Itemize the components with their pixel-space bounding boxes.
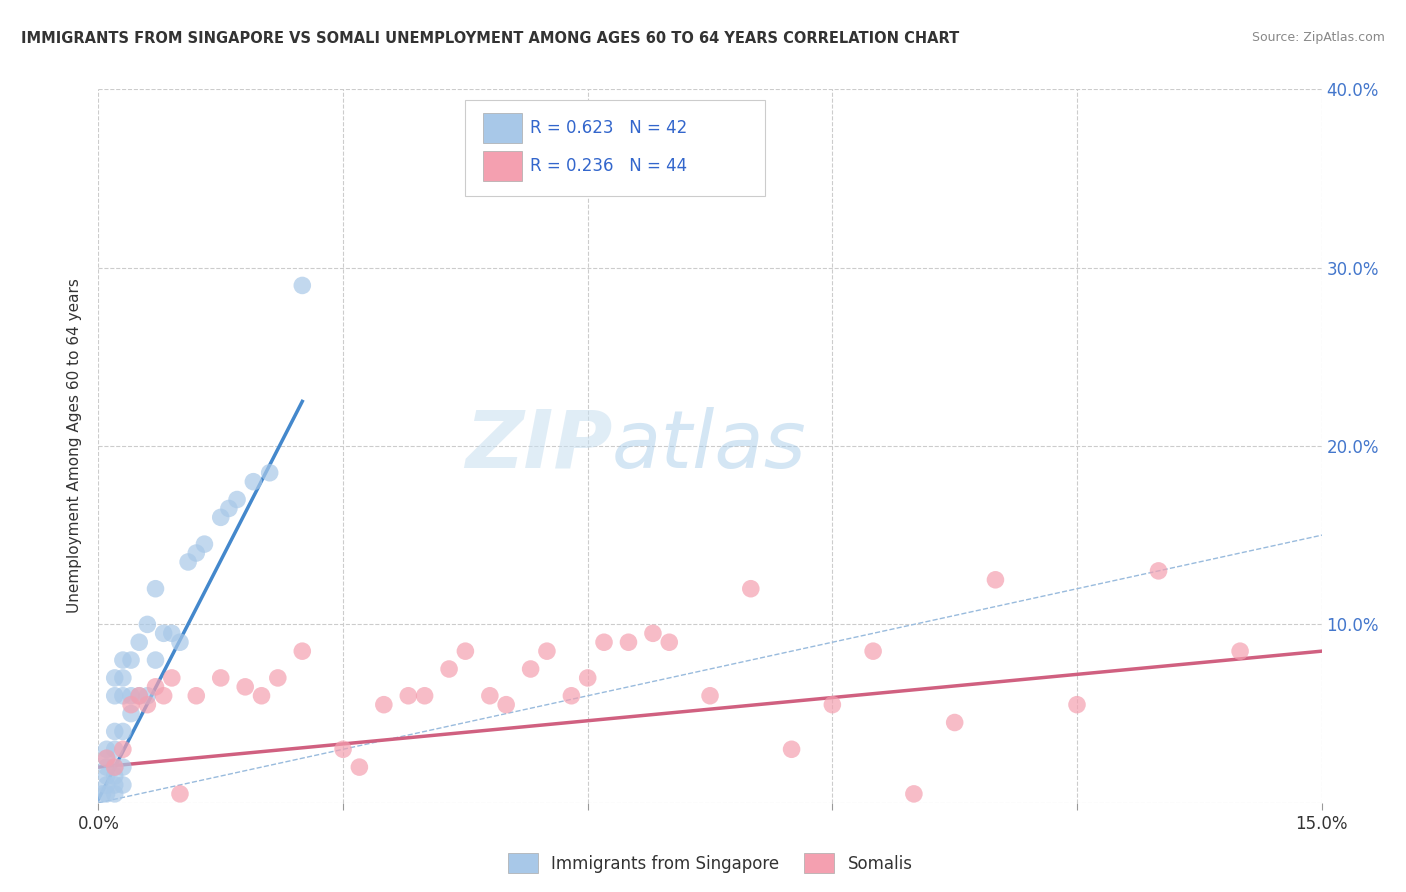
Point [186, 689, 208, 703]
Point [903, 787, 925, 801]
Point [120, 689, 142, 703]
Point [226, 492, 249, 507]
Point [104, 724, 127, 739]
Point [560, 689, 582, 703]
Point [478, 689, 501, 703]
Point [160, 626, 183, 640]
Text: Source: ZipAtlas.com: Source: ZipAtlas.com [1251, 31, 1385, 45]
Text: R = 0.236   N = 44: R = 0.236 N = 44 [530, 157, 688, 175]
Point [186, 546, 208, 560]
Point [780, 742, 803, 756]
Point [396, 689, 419, 703]
Point [111, 778, 134, 792]
Point [437, 662, 460, 676]
Point [658, 635, 681, 649]
Point [96, 760, 118, 774]
Point [104, 787, 127, 801]
Point [145, 582, 167, 596]
Point [128, 689, 150, 703]
Text: IMMIGRANTS FROM SINGAPORE VS SOMALI UNEMPLOYMENT AMONG AGES 60 TO 64 YEARS CORRE: IMMIGRANTS FROM SINGAPORE VS SOMALI UNEM… [21, 31, 959, 46]
Point [96, 751, 118, 765]
Point [104, 760, 127, 774]
Point [519, 662, 541, 676]
Point [120, 698, 142, 712]
Point [593, 635, 616, 649]
Point [699, 689, 721, 703]
Point [250, 689, 273, 703]
Point [111, 671, 134, 685]
Point [641, 626, 664, 640]
Point [218, 501, 240, 516]
Point [1147, 564, 1170, 578]
Point [111, 742, 134, 756]
Text: R = 0.623   N = 42: R = 0.623 N = 42 [530, 120, 688, 137]
Point [740, 582, 762, 596]
Point [209, 510, 232, 524]
Point [984, 573, 1007, 587]
Point [1066, 698, 1088, 712]
Point [152, 626, 174, 640]
Point [291, 644, 314, 658]
Point [145, 680, 167, 694]
Point [111, 724, 134, 739]
Point [495, 698, 517, 712]
Point [332, 742, 354, 756]
Point [576, 671, 599, 685]
Point [259, 466, 281, 480]
Point [104, 689, 127, 703]
Point [91, 787, 114, 801]
Point [209, 671, 232, 685]
Text: ZIP: ZIP [465, 407, 612, 485]
Point [943, 715, 966, 730]
Point [96, 769, 118, 783]
FancyBboxPatch shape [482, 151, 522, 180]
Point [104, 671, 127, 685]
Point [120, 653, 142, 667]
Point [373, 698, 395, 712]
Point [169, 787, 191, 801]
Point [145, 653, 167, 667]
FancyBboxPatch shape [465, 100, 765, 196]
FancyBboxPatch shape [482, 113, 522, 144]
Point [413, 689, 436, 703]
Point [96, 742, 118, 756]
Point [96, 787, 118, 801]
Point [104, 742, 127, 756]
Point [111, 653, 134, 667]
Point [454, 644, 477, 658]
Point [349, 760, 371, 774]
Point [96, 751, 118, 765]
Point [136, 617, 159, 632]
Point [152, 689, 174, 703]
Y-axis label: Unemployment Among Ages 60 to 64 years: Unemployment Among Ages 60 to 64 years [67, 278, 83, 614]
Point [104, 760, 127, 774]
Point [862, 644, 884, 658]
Point [233, 680, 256, 694]
Point [104, 769, 127, 783]
Point [136, 698, 159, 712]
Point [291, 278, 314, 293]
Point [128, 689, 150, 703]
Point [193, 537, 215, 551]
Point [111, 760, 134, 774]
Point [536, 644, 558, 658]
Point [104, 778, 127, 792]
Point [111, 689, 134, 703]
Point [821, 698, 844, 712]
Point [120, 706, 142, 721]
Text: atlas: atlas [612, 407, 807, 485]
Point [617, 635, 640, 649]
Point [1229, 644, 1251, 658]
Point [177, 555, 200, 569]
Legend: Immigrants from Singapore, Somalis: Immigrants from Singapore, Somalis [501, 847, 920, 880]
Point [267, 671, 290, 685]
Point [96, 778, 118, 792]
Point [242, 475, 264, 489]
Point [128, 635, 150, 649]
Point [169, 635, 191, 649]
Point [136, 689, 159, 703]
Point [160, 671, 183, 685]
